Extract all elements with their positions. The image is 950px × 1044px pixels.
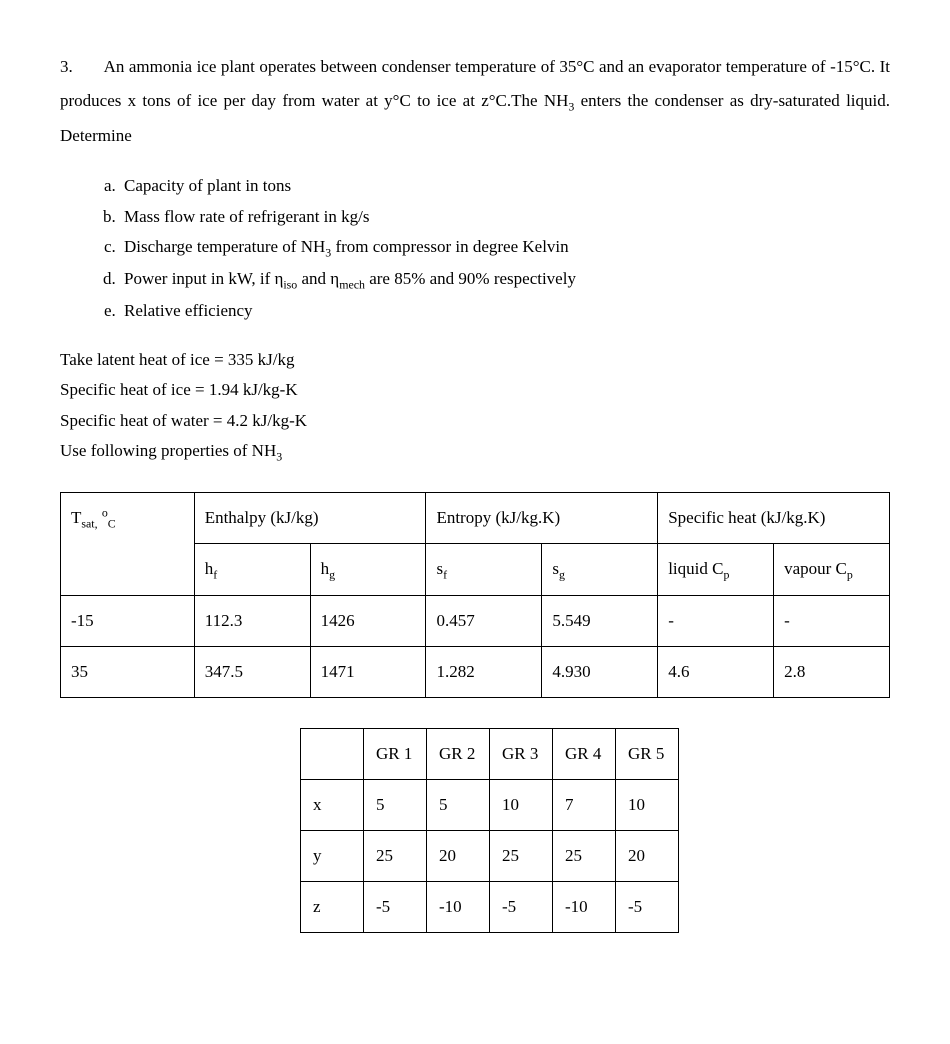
cell: 5	[364, 780, 427, 831]
cell: y	[301, 831, 364, 882]
col-gr1: GR 1	[364, 729, 427, 780]
table-header-row: Tsat, oC Enthalpy (kJ/kg) Entropy (kJ/kg…	[61, 493, 890, 544]
cell: 5	[427, 780, 490, 831]
col-sg: sg	[542, 544, 658, 596]
table-header-row: GR 1 GR 2 GR 3 GR 4 GR 5	[301, 729, 679, 780]
cell: -5	[616, 882, 679, 933]
col-enthalpy: Enthalpy (kJ/kg)	[194, 493, 426, 544]
table-row: x 5 5 10 7 10	[301, 780, 679, 831]
cell: 4.6	[658, 647, 774, 698]
cell: -5	[490, 882, 553, 933]
given-block: Take latent heat of ice = 335 kJ/kg Spec…	[60, 345, 890, 469]
cell: 20	[616, 831, 679, 882]
cell: z	[301, 882, 364, 933]
given-line: Take latent heat of ice = 335 kJ/kg	[60, 345, 890, 376]
groups-table: GR 1 GR 2 GR 3 GR 4 GR 5 x 5 5 10 7 10 y…	[300, 728, 679, 933]
table-row: y 25 20 25 25 20	[301, 831, 679, 882]
table-row: -15 112.3 1426 0.457 5.549 - -	[61, 596, 890, 647]
cell: 0.457	[426, 596, 542, 647]
col-gr5: GR 5	[616, 729, 679, 780]
cell: -	[658, 596, 774, 647]
col-hg: hg	[310, 544, 426, 596]
cell: 25	[553, 831, 616, 882]
col-gr2: GR 2	[427, 729, 490, 780]
parts-list: Capacity of plant in tons Mass flow rate…	[60, 171, 890, 326]
col-tsat: Tsat, oC	[61, 493, 195, 596]
question-header: 3. An ammonia ice plant operates between…	[60, 50, 890, 153]
cell: 4.930	[542, 647, 658, 698]
cell: 25	[364, 831, 427, 882]
col-sf: sf	[426, 544, 542, 596]
cell: 347.5	[194, 647, 310, 698]
cell: -5	[364, 882, 427, 933]
part-item: Mass flow rate of refrigerant in kg/s	[120, 202, 890, 233]
table-row: 35 347.5 1471 1.282 4.930 4.6 2.8	[61, 647, 890, 698]
part-item: Discharge temperature of NH3 from compre…	[120, 232, 890, 264]
col-vapour: vapour Cp	[774, 544, 890, 596]
col-gr3: GR 3	[490, 729, 553, 780]
question-number: 3.	[60, 50, 100, 84]
col-gr4: GR 4	[553, 729, 616, 780]
question-text: An ammonia ice plant operates between co…	[60, 57, 890, 145]
col-hf: hf	[194, 544, 310, 596]
properties-table: Tsat, oC Enthalpy (kJ/kg) Entropy (kJ/kg…	[60, 492, 890, 698]
cell: -10	[553, 882, 616, 933]
cell: x	[301, 780, 364, 831]
cell: 112.3	[194, 596, 310, 647]
cell: 10	[616, 780, 679, 831]
cell: 7	[553, 780, 616, 831]
cell: 35	[61, 647, 195, 698]
table-row: z -5 -10 -5 -10 -5	[301, 882, 679, 933]
cell: 10	[490, 780, 553, 831]
part-item: Relative efficiency	[120, 296, 890, 327]
col-liquid: liquid Cp	[658, 544, 774, 596]
given-line: Use following properties of NH3	[60, 436, 890, 468]
cell: -15	[61, 596, 195, 647]
cell: -10	[427, 882, 490, 933]
cell: -	[774, 596, 890, 647]
part-item: Power input in kW, if ηiso and ηmech are…	[120, 264, 890, 296]
cell: 1426	[310, 596, 426, 647]
part-item: Capacity of plant in tons	[120, 171, 890, 202]
cell: 1.282	[426, 647, 542, 698]
col-entropy: Entropy (kJ/kg.K)	[426, 493, 658, 544]
given-line: Specific heat of ice = 1.94 kJ/kg-K	[60, 375, 890, 406]
cell: 25	[490, 831, 553, 882]
cell: 20	[427, 831, 490, 882]
cell: 5.549	[542, 596, 658, 647]
cell: 2.8	[774, 647, 890, 698]
cell: 1471	[310, 647, 426, 698]
col-blank	[301, 729, 364, 780]
given-line: Specific heat of water = 4.2 kJ/kg-K	[60, 406, 890, 437]
col-specheat: Specific heat (kJ/kg.K)	[658, 493, 890, 544]
